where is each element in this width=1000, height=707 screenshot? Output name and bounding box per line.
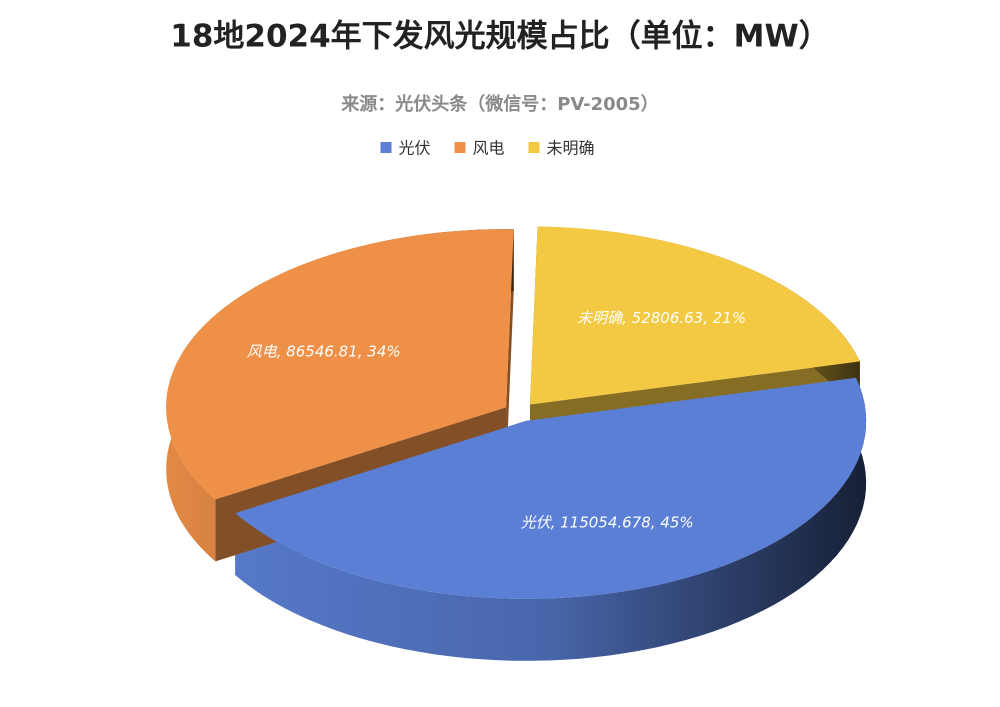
data-label: 未明确, 52806.63, 21% xyxy=(577,309,746,327)
pie-slice xyxy=(166,229,514,500)
data-labels: 光伏, 115054.678, 45% 风电, 86546.81, 34% 未明确,… xyxy=(247,309,746,531)
data-label: 光伏, 115054.678, 45% xyxy=(521,513,694,531)
slice-side-shade xyxy=(235,377,867,661)
pie-slice xyxy=(530,226,860,405)
pie-tops xyxy=(166,226,867,599)
legend-swatch xyxy=(380,142,392,153)
data-label: 风电, 86546.81, 34% xyxy=(247,342,401,360)
legend-label: 风电 xyxy=(473,139,505,158)
chart-subtitle: 来源：光伏头条（微信号：PV-2005） xyxy=(340,93,658,115)
pie-slice xyxy=(235,377,867,599)
legend-swatch xyxy=(454,142,466,153)
legend-label: 光伏 xyxy=(399,139,431,158)
chart-title: 18地2024年下发风光规模占比（单位：MW） xyxy=(170,19,829,55)
legend-label: 未明确 xyxy=(547,139,595,158)
legend: 光伏 风电 未明确 xyxy=(380,139,595,158)
legend-swatch xyxy=(528,142,540,153)
